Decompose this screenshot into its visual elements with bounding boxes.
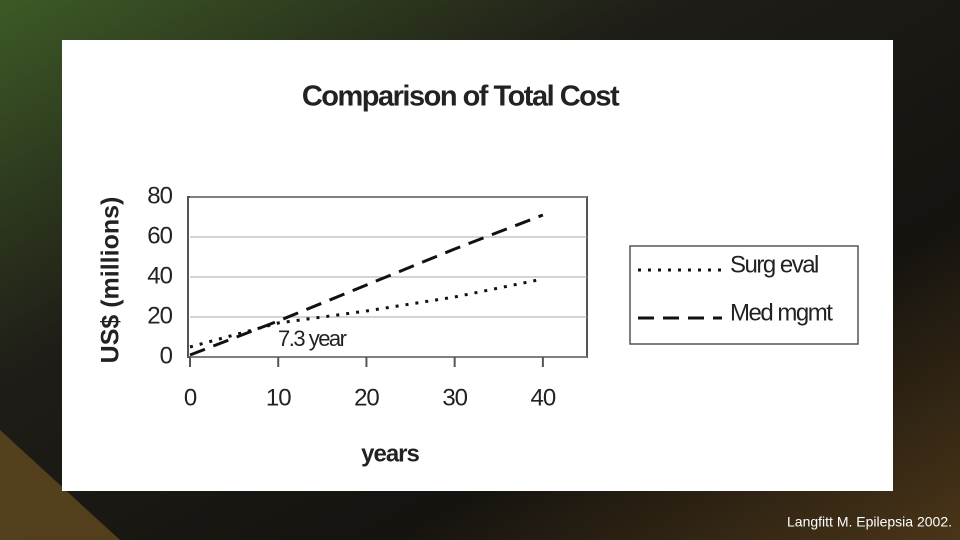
y-tick-label: 0 bbox=[160, 342, 173, 369]
legend-label: Med mgmt bbox=[730, 299, 833, 326]
y-axis-label: US$ (millions) bbox=[97, 197, 125, 364]
x-tick-label: 10 bbox=[266, 384, 291, 411]
y-tick-label: 40 bbox=[147, 262, 172, 289]
decor bbox=[0, 430, 120, 540]
x-axis-label: years bbox=[361, 440, 419, 467]
legend-box bbox=[629, 245, 859, 345]
legend-label: Surg eval bbox=[730, 251, 818, 278]
y-tick-label: 60 bbox=[147, 222, 172, 249]
x-tick-label: 40 bbox=[531, 384, 556, 411]
annotation: 7.3 year bbox=[278, 326, 347, 351]
x-tick-label: 0 bbox=[184, 384, 197, 411]
x-tick-label: 30 bbox=[442, 384, 467, 411]
caption: Langfitt M. Epilepsia 2002. bbox=[787, 514, 952, 530]
y-tick-label: 80 bbox=[147, 182, 172, 209]
chart-title: Comparison of Total Cost bbox=[302, 81, 620, 113]
series-line bbox=[189, 213, 544, 357]
x-tick-label: 20 bbox=[354, 384, 379, 411]
y-tick-label: 20 bbox=[147, 302, 172, 329]
